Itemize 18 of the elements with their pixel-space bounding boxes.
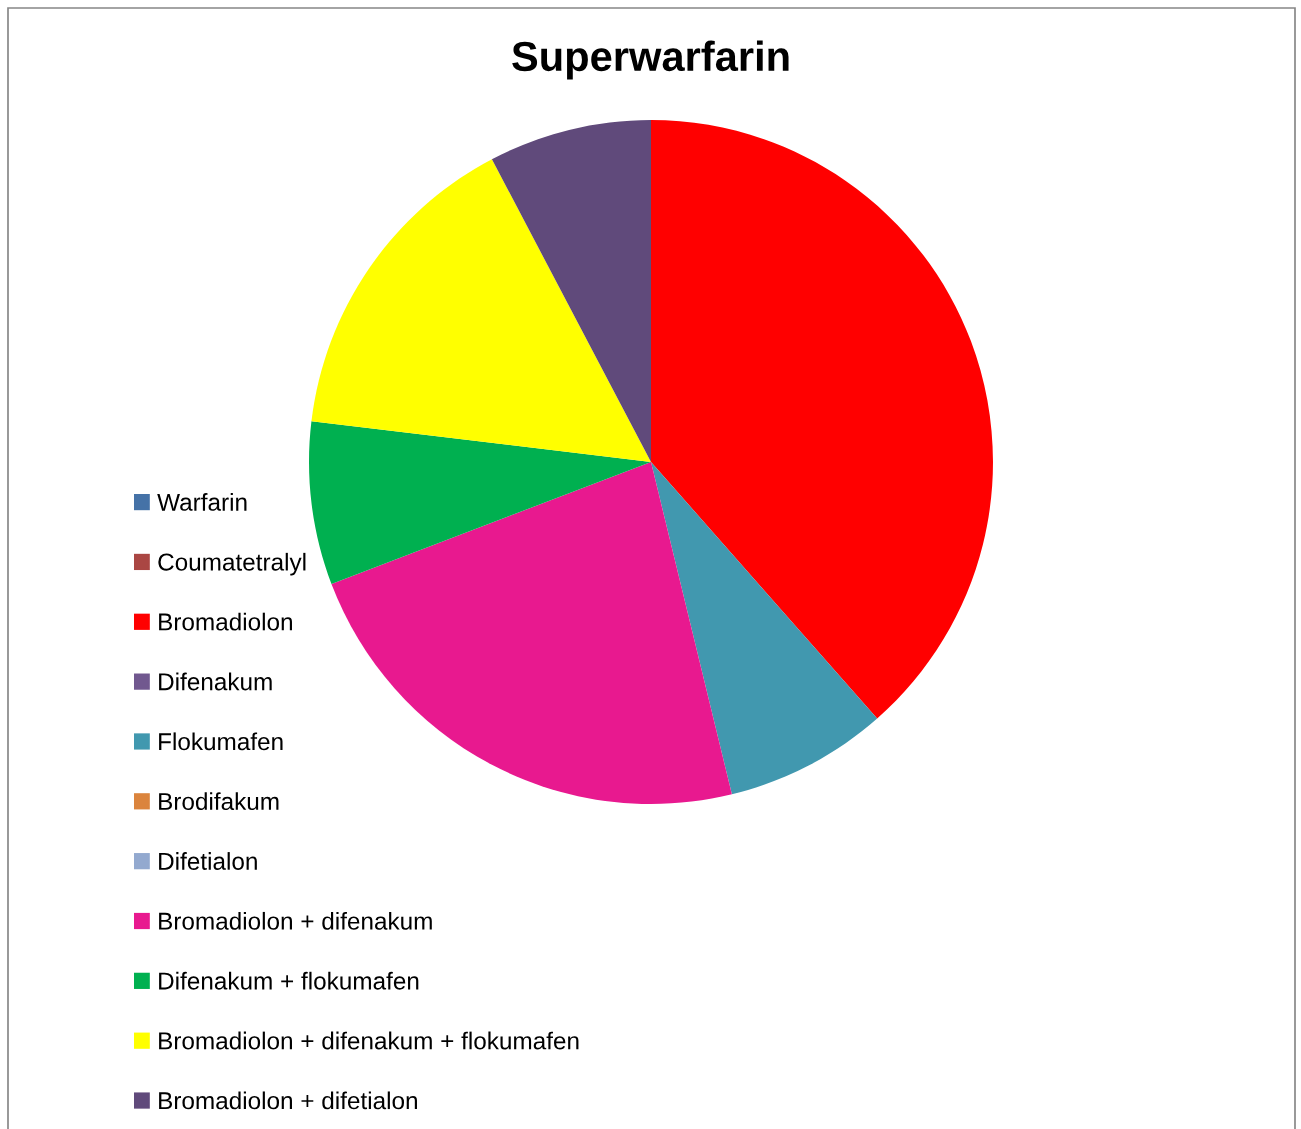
pie-slice (651, 120, 993, 719)
legend-label: Coumatetralyl (158, 552, 306, 576)
legend-label: Bromadiolon (159, 612, 292, 631)
pie-slice (491, 120, 651, 462)
chart-title: Superwarfarin (512, 40, 789, 80)
legend-label: Difetialon (159, 852, 257, 870)
pie-slice (651, 462, 878, 795)
legend-label: Bromadiolon + difenakum + flokumafen (159, 1031, 579, 1050)
legend-label: Bromadiolon + difetialon (159, 1091, 417, 1110)
legend-label: Brodifakum (159, 792, 279, 811)
legend-label: Bromadiolon + difenakum (159, 911, 432, 930)
legend-label: Flokumafen (159, 732, 283, 751)
pie-slice (309, 421, 651, 584)
pie-slice (331, 462, 732, 804)
pie-slice (311, 159, 651, 462)
legend-label: Difenakum + flokumafen (159, 971, 419, 990)
legend-label: Difenakum (159, 672, 272, 691)
legend-label: Warfarin (157, 493, 247, 511)
